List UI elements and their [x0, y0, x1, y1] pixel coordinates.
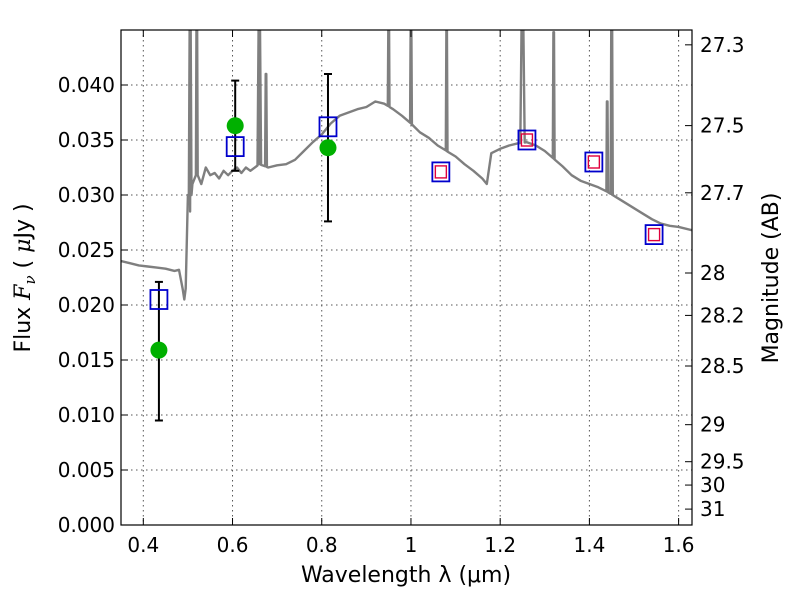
x-tick-label: 1.4 [573, 533, 605, 557]
x-tick-label: 1 [405, 533, 418, 557]
x-tick-label: 1.2 [484, 533, 516, 557]
y2-tick-label: 28 [700, 261, 725, 285]
y2-tick-label: 31 [700, 497, 725, 521]
y2-tick-label: 27.7 [700, 181, 745, 205]
y-tick-label: 0.040 [58, 73, 115, 97]
y-tick-label: 0.025 [58, 238, 115, 262]
model-box [644, 224, 664, 246]
x-axis-label: Wavelength λ (μm) [301, 563, 511, 588]
model-box-inner [520, 133, 534, 147]
y2-tick-label: 28.5 [700, 354, 745, 378]
x-tick-label: 0.8 [306, 533, 338, 557]
y2-tick-label: 28.2 [700, 303, 745, 327]
spectrum-line [121, 30, 692, 301]
y-tick-label: 0.020 [58, 293, 115, 317]
y2-tick-label: 30 [700, 473, 725, 497]
y2-tick-label: 29 [700, 413, 725, 437]
observed-point [319, 139, 337, 157]
y2-tick-label: 27.3 [700, 33, 745, 57]
y-tick-label: 0.010 [58, 403, 115, 427]
y2-tick-label: 27.5 [700, 114, 745, 138]
x-tick-label: 0.6 [217, 533, 249, 557]
y2-axis-label: Magnitude (AB) [759, 193, 784, 364]
model-box [149, 289, 169, 310]
y-tick-label: 0.030 [58, 183, 115, 207]
x-tick-label: 0.4 [127, 533, 159, 557]
y-tick-label: 0.000 [58, 513, 115, 537]
model-box [584, 151, 604, 173]
y-axis: 0.000 0.005 0.010 0.015 0.020 0.025 0.030 0.035… [58, 73, 128, 537]
model-box-inner [587, 155, 601, 169]
model-box-inner [434, 165, 448, 179]
x-axis: 0.4 0.6 0.8 1 1.2 1.4 1.6 [127, 30, 695, 557]
observed-point [226, 117, 244, 135]
model-box [225, 136, 245, 158]
plot-frame [120, 29, 693, 526]
observed-point [150, 341, 168, 359]
model-box [318, 116, 338, 138]
x-tick-label: 1.6 [663, 533, 695, 557]
y-tick-label: 0.035 [58, 128, 115, 152]
model-box [431, 161, 451, 183]
model-spectrum [121, 30, 692, 301]
y-tick-label: 0.015 [58, 348, 115, 372]
model-box-inner [647, 227, 661, 242]
y2-tick-label: 29.5 [700, 450, 745, 474]
observed-points [150, 117, 337, 359]
model-boxes [149, 116, 664, 310]
y-tick-label: 0.005 [58, 458, 115, 482]
grid-lines [121, 30, 692, 525]
y-axis-label: Flux Fν ( μJy ) [11, 203, 39, 352]
model-box [517, 129, 537, 151]
